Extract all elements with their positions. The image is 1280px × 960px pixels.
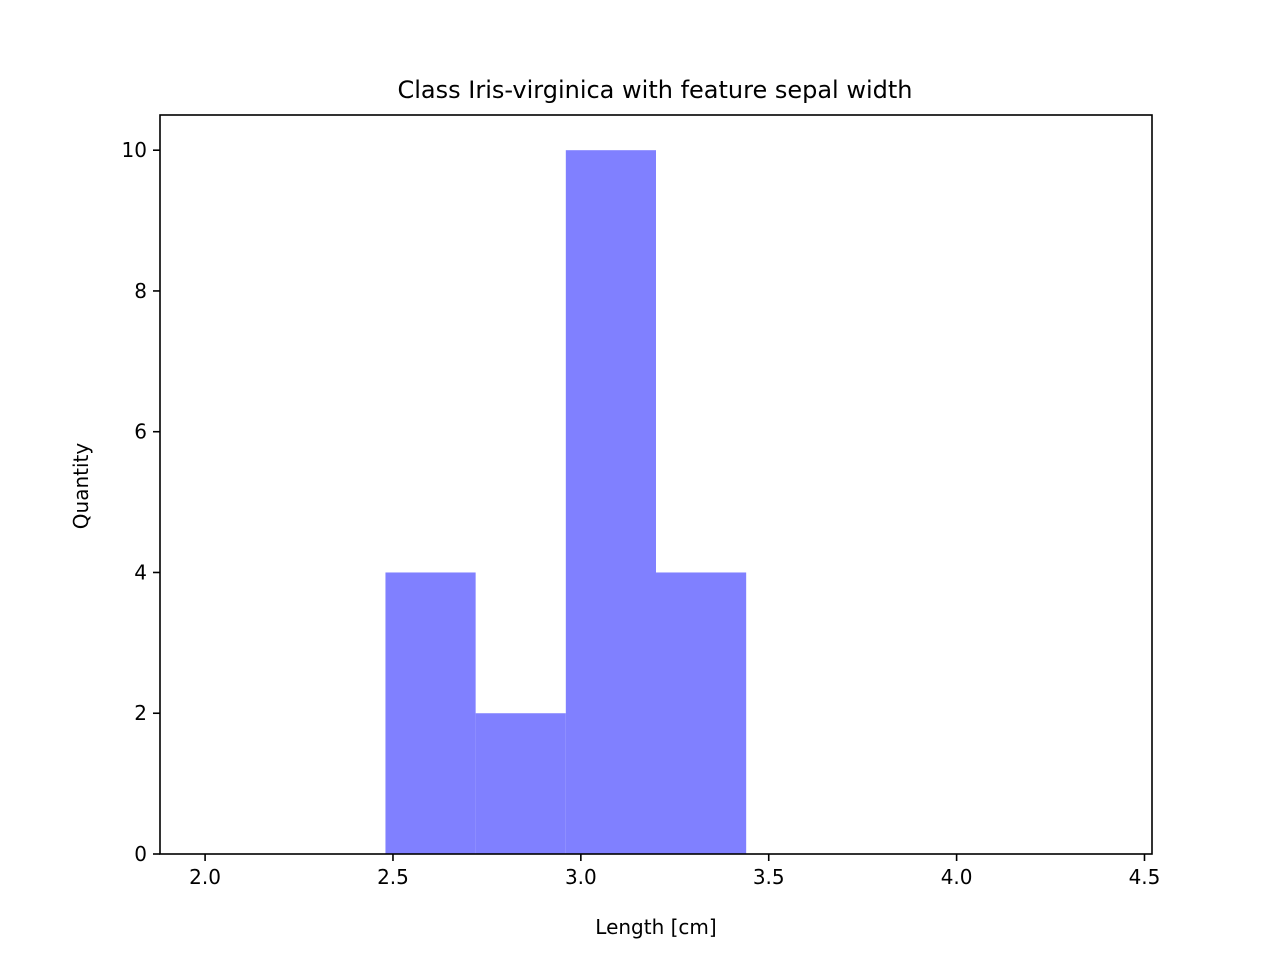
x-tick-label: 3.5 (753, 865, 785, 889)
x-axis: 2.0 2.5 3.0 3.5 4.0 4.5 (189, 854, 1160, 889)
histogram-bar-2 (475, 713, 566, 854)
x-tick-label: 2.5 (377, 865, 409, 889)
y-tick-label: 8 (134, 279, 147, 303)
y-tick-label: 2 (134, 701, 147, 725)
x-tick-label: 4.0 (941, 865, 973, 889)
y-tick-label: 4 (134, 560, 147, 584)
x-tick-label: 3.0 (565, 865, 597, 889)
histogram-bar-3 (565, 150, 656, 854)
plot-frame (159, 114, 1153, 855)
y-tick-label: 6 (134, 420, 147, 444)
y-axis-label: Quantity (69, 443, 93, 530)
x-axis-label: Length [cm] (595, 915, 716, 939)
bars-group (385, 150, 747, 854)
x-tick-label: 4.5 (1129, 865, 1161, 889)
histogram-bar-1 (385, 572, 476, 854)
y-axis: 0 2 4 6 8 10 (122, 138, 160, 866)
histogram-bar-4 (656, 572, 747, 854)
y-tick-label: 10 (122, 138, 147, 162)
x-tick-label: 2.0 (189, 865, 221, 889)
y-tick-label: 0 (134, 842, 147, 866)
chart-title: Class Iris-virginica with feature sepal … (397, 76, 912, 104)
